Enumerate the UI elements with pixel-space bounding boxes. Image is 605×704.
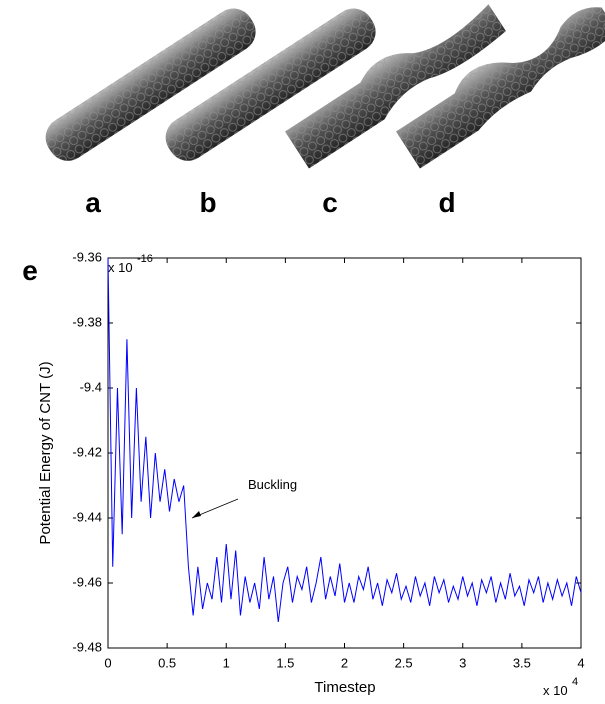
x-tick-label: 0.5 <box>158 655 176 670</box>
x-tick-label: 4 <box>577 655 584 670</box>
y-tick-label: -9.36 <box>72 249 102 264</box>
y-tick-label: -9.42 <box>72 444 102 459</box>
data-line <box>107 257 582 623</box>
x-tick-label: 2 <box>341 655 348 670</box>
y-tick-label: -9.46 <box>72 574 102 589</box>
panel-label: e <box>22 255 38 286</box>
x-multiplier: x 10 <box>543 683 568 698</box>
y-tick-label: -9.38 <box>72 314 102 329</box>
cnt-c <box>285 4 506 169</box>
x-multiplier-exponent: 4 <box>572 676 578 688</box>
y-tick-label: -9.48 <box>72 639 102 654</box>
x-tick-label: 2.5 <box>395 655 413 670</box>
cnt-a <box>45 8 256 161</box>
y-axis-label: Potential Energy of CNT (J) <box>37 361 54 544</box>
panel-label: b <box>199 187 216 218</box>
x-tick-label: 1 <box>223 655 230 670</box>
x-tick-label: 3.5 <box>513 655 531 670</box>
cnt-images <box>45 4 605 169</box>
y-tick-label: -9.44 <box>72 509 102 524</box>
x-tick-label: 3 <box>459 655 466 670</box>
cnt-d <box>396 7 605 169</box>
panel-label: d <box>438 187 455 218</box>
cnt-b <box>165 8 376 161</box>
x-axis-label: Timestep <box>314 679 375 696</box>
x-tick-label: 0 <box>104 655 111 670</box>
panel-label: c <box>322 187 338 218</box>
arrow-head <box>192 511 201 518</box>
plot-frame <box>107 257 582 649</box>
x-tick-label: 1.5 <box>276 655 294 670</box>
y-multiplier-exponent: -16 <box>137 253 153 265</box>
panel-label: a <box>85 187 101 218</box>
y-multiplier: x 10 <box>108 260 133 275</box>
annotation: Buckling <box>248 477 297 492</box>
y-tick-label: -9.4 <box>80 379 102 394</box>
